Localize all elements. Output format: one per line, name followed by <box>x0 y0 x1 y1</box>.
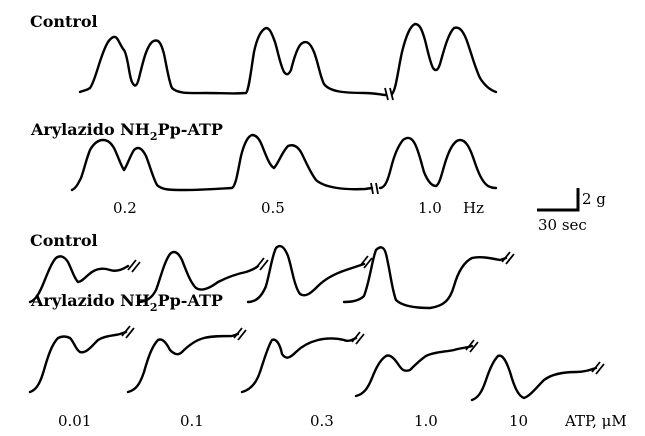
bottom-treatment-trace-2 <box>240 336 358 394</box>
top-treatment-sub: 2 <box>150 130 158 143</box>
bottom-control-trace-2 <box>246 244 366 304</box>
bottom-treatment-trace-1 <box>126 332 240 394</box>
bottom-treatment-sub: 2 <box>150 301 158 314</box>
conc-tick-4: 10 <box>509 412 528 430</box>
top-treatment-main: Arylazido NH <box>30 120 150 139</box>
top-control-label: Control <box>30 12 98 31</box>
scale-time-label: 30 sec <box>538 216 587 234</box>
top-treatment-label: Arylazido NH2Pp-ATP <box>30 120 223 143</box>
bottom-treatment-break-4 <box>591 361 605 375</box>
scale-bar <box>537 188 580 212</box>
bottom-treatment-break-2 <box>351 331 365 345</box>
scale-force-label: 2 g <box>582 190 606 208</box>
freq-tick-0: 0.2 <box>113 199 137 217</box>
bottom-treatment-label: Arylazido NH2Pp-ATP <box>30 291 223 314</box>
conc-tick-0: 0.01 <box>58 412 91 430</box>
bottom-control-break-3 <box>501 251 515 265</box>
bottom-treatment-trace-0 <box>28 330 128 394</box>
top-control-trace <box>78 26 388 97</box>
bottom-control-break-2 <box>359 255 373 269</box>
conc-tick-1: 0.1 <box>180 412 204 430</box>
bottom-treatment-break-0 <box>121 325 135 339</box>
bottom-control-trace-0 <box>28 255 130 304</box>
bottom-treatment-break-3 <box>465 339 479 353</box>
bottom-control-label: Control <box>30 231 98 250</box>
top-control-trace-2 <box>390 22 498 96</box>
freq-unit: Hz <box>463 199 484 217</box>
bottom-treatment-tail: Pp-ATP <box>158 291 223 310</box>
conc-unit: ATP, μM <box>564 412 627 430</box>
top-control-break <box>384 87 394 101</box>
bottom-control-break-0 <box>127 259 141 273</box>
bottom-control-trace-3 <box>342 246 508 310</box>
top-treatment-tail: Pp-ATP <box>158 120 223 139</box>
freq-tick-2: 1.0 <box>418 199 442 217</box>
conc-tick-3: 1.0 <box>414 412 438 430</box>
bottom-treatment-main: Arylazido NH <box>30 291 150 310</box>
top-treatment-break <box>370 182 379 195</box>
bottom-treatment-break-1 <box>233 327 247 341</box>
conc-tick-2: 0.3 <box>310 412 334 430</box>
freq-tick-1: 0.5 <box>261 199 285 217</box>
bottom-treatment-trace-3 <box>354 344 474 398</box>
top-treatment-trace-2 <box>378 136 498 190</box>
top-treatment-trace <box>70 133 374 192</box>
bottom-control-trace-1 <box>136 250 260 304</box>
bottom-treatment-trace-4 <box>470 354 598 402</box>
bottom-control-break-1 <box>255 257 269 271</box>
